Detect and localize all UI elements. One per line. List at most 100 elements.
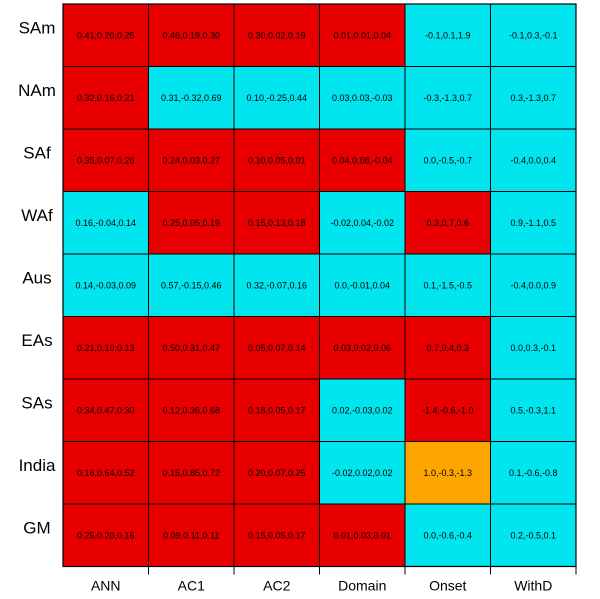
heatmap-cell: 0.7,0.4,0.3 (404, 316, 491, 380)
heatmap-cell: 0.9,-1.1,0.5 (490, 191, 577, 255)
heatmap-cell: 0.12,0.36,0.68 (148, 378, 235, 442)
heatmap-cell: 0.03,0.03,-0.03 (319, 66, 406, 130)
heatmap-cell: 1.0,-0.3,-1.3 (404, 441, 491, 505)
heatmap-cell-label: 0.35,0.07,0.26 (77, 155, 135, 165)
heatmap-cell-fill (62, 316, 149, 380)
heatmap-cell-label: 0.12,0.36,0.68 (162, 405, 220, 415)
heatmap-cell-fill (148, 3, 235, 67)
heatmap-cell: 0.02,-0.03,0.02 (319, 378, 406, 442)
heatmap-cell: 0.01,0.01,0.04 (319, 3, 406, 67)
heatmap-cell-label: 0.46,0.19,0.30 (162, 30, 220, 40)
heatmap-cell-label: 0.05,0.07,0.14 (248, 343, 306, 353)
column-labels: ANN AC1 AC2 Domain Onset WithD (91, 566, 577, 594)
row-label: SAm (19, 18, 56, 37)
row-label: India (19, 456, 56, 475)
heatmap-cell: 0.41,0.20,0.25 (62, 3, 149, 67)
heatmap-cell-label: 0.10,0.05,0.01 (248, 155, 306, 165)
heatmap-cell: 0.0,-0.6,-0.4 (404, 503, 491, 567)
heatmap-cell-label: -0.1,0.1,1.9 (425, 30, 471, 40)
column-label: WithD (514, 578, 552, 594)
heatmap-cell: 0.03,0.02,0.06 (319, 316, 406, 380)
heatmap-cell: 0.35,0.07,0.26 (62, 128, 149, 192)
heatmap-cell-label: 0.15,0.05,0.17 (248, 530, 306, 540)
heatmap-cell-label: 0.21,0.10,0.13 (77, 343, 135, 353)
heatmap-cell-label: 0.25,0.05,0.19 (162, 218, 220, 228)
heatmap-cell: -0.1,0.1,1.9 (404, 3, 491, 67)
heatmap-cell: -0.3,-1.3,0.7 (404, 66, 491, 130)
heatmap-cell-fill (404, 191, 491, 255)
heatmap-cell: 0.30,0.02,0.19 (233, 3, 320, 67)
heatmap-cell: 0.3,-1.3,0.7 (490, 66, 577, 130)
heatmap-cell-label: 0.1,-0.6,-0.8 (509, 468, 558, 478)
heatmap-cell-fill (404, 253, 491, 317)
column-label: Onset (429, 578, 466, 594)
heatmap-cell-fill (404, 503, 491, 567)
heatmap-cell-fill (148, 378, 235, 442)
heatmap-cell: 0.0,0.3,-0.1 (490, 316, 577, 380)
row-label: EAs (21, 331, 52, 350)
heatmap-cell: -0.1,0.3,-0.1 (490, 3, 577, 67)
heatmap-cell: 0.32,-0.07,0.16 (233, 253, 320, 317)
heatmap-cell-fill (404, 316, 491, 380)
heatmap-cell-label: -0.3,-1.3,0.7 (423, 93, 472, 103)
heatmap-cell-fill (62, 378, 149, 442)
heatmap-cell: -0.02,0.02,0.02 (319, 441, 406, 505)
heatmap-cell-fill (62, 503, 149, 567)
heatmap-cell: -0.02,0.04,-0.02 (319, 191, 406, 255)
heatmap-cell: 0.18,0.05,0.17 (233, 378, 320, 442)
row-label: SAf (23, 143, 51, 162)
heatmap-cell-fill (62, 441, 149, 505)
heatmap-cell-fill (490, 503, 577, 567)
row-label: SAs (21, 393, 52, 412)
heatmap-cell: 0.0,-0.5,-0.7 (404, 128, 491, 192)
heatmap-cell-fill (62, 3, 149, 67)
heatmap-cell-label: 0.32,0.16,0.21 (77, 93, 135, 103)
heatmap-cell-label: 0.7,0.4,0.3 (426, 343, 469, 353)
heatmap-cell-label: -0.02,0.04,-0.02 (330, 218, 394, 228)
heatmap-cell-fill (490, 3, 577, 67)
heatmap-cell-label: 0.3,0.7,0.6 (426, 218, 469, 228)
heatmap-cell-fill (233, 378, 320, 442)
heatmap-cell-fill (148, 191, 235, 255)
heatmap-cell: -0.4,0.0,0.4 (490, 128, 577, 192)
heatmap-cell-fill (319, 128, 406, 192)
heatmap-cell: 0.15,0.05,0.17 (233, 503, 320, 567)
row-label: Aus (22, 268, 51, 287)
heatmap-cell-fill (233, 503, 320, 567)
heatmap-cell-fill (148, 128, 235, 192)
heatmap-cell-label: 1.0,-0.3,-1.3 (423, 468, 472, 478)
heatmap-cell-fill (404, 441, 491, 505)
heatmap-cell-fill (490, 378, 577, 442)
heatmap-cell: 0.15,0.85,0.72 (148, 441, 235, 505)
heatmap-cell-label: -0.02,0.02,0.02 (332, 468, 393, 478)
heatmap-cell-fill (404, 128, 491, 192)
heatmap-cell: 0.34,0.47,0.30 (62, 378, 149, 442)
heatmap-cell-fill (490, 128, 577, 192)
heatmap-cell-fill (490, 316, 577, 380)
heatmap-cell: 0.25,0.20,0.16 (62, 503, 149, 567)
heatmap-cell-fill (490, 441, 577, 505)
heatmap-cell: 0.14,-0.03,0.09 (62, 253, 149, 317)
heatmap-cell: 0.1,-0.6,-0.8 (490, 441, 577, 505)
heatmap-cell-label: 0.30,0.02,0.19 (248, 30, 306, 40)
heatmap-cell-label: 0.18,0.05,0.17 (248, 405, 306, 415)
row-label: GM (23, 518, 50, 537)
heatmap-cell: 0.0,-0.01,0.04 (319, 253, 406, 317)
heatmap-cell-label: 0.04,0.08,-0.04 (332, 155, 393, 165)
heatmap-cell-label: 0.03,0.02,0.06 (333, 343, 391, 353)
heatmap-cell-label: 0.41,0.20,0.25 (77, 30, 135, 40)
heatmap-cell-label: 0.2,-0.5,0.1 (510, 530, 556, 540)
heatmap-cell: 0.15,0.13,0.18 (233, 191, 320, 255)
heatmap-cell: 0.2,-0.5,0.1 (490, 503, 577, 567)
heatmap-cell: 0.10,0.05,0.01 (233, 128, 320, 192)
heatmap-cell-label: 0.09,0.11,0.11 (163, 530, 219, 540)
heatmap-cell: 0.50,0.31,0.47 (148, 316, 235, 380)
heatmap-cell-fill (233, 191, 320, 255)
heatmap-cell-fill (319, 378, 406, 442)
heatmap-cell: 0.20,0.07,0.25 (233, 441, 320, 505)
heatmap-cells: 0.41,0.20,0.25 0.46,0.19,0.30 0.30,0.02,0.… (62, 3, 577, 568)
heatmap-cell-label: 0.34,0.47,0.30 (77, 405, 135, 415)
heatmap-cell-label: 0.32,-0.07,0.16 (246, 280, 307, 290)
heatmap-cell-label: 0.9,-1.1,0.5 (510, 218, 556, 228)
